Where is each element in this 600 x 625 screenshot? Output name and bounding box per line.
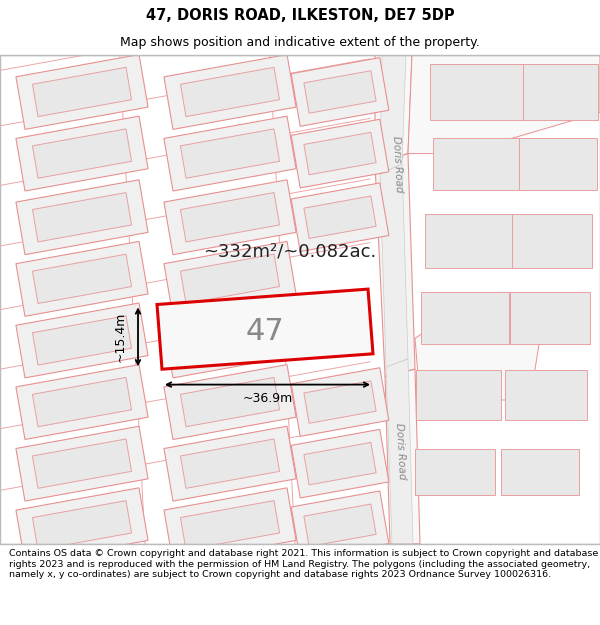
- Polygon shape: [375, 154, 415, 376]
- Polygon shape: [291, 368, 389, 436]
- Text: Contains OS data © Crown copyright and database right 2021. This information is : Contains OS data © Crown copyright and d…: [9, 549, 598, 579]
- Polygon shape: [380, 55, 406, 174]
- Polygon shape: [16, 180, 148, 254]
- Polygon shape: [32, 68, 131, 117]
- Text: ~15.4m: ~15.4m: [113, 312, 127, 362]
- Polygon shape: [425, 214, 515, 268]
- Polygon shape: [181, 439, 280, 488]
- Polygon shape: [380, 164, 408, 367]
- Polygon shape: [181, 68, 280, 117]
- Polygon shape: [408, 55, 600, 154]
- Polygon shape: [181, 316, 280, 365]
- Text: Map shows position and indicative extent of the property.: Map shows position and indicative extent…: [120, 36, 480, 49]
- Polygon shape: [181, 378, 280, 427]
- Polygon shape: [375, 55, 412, 164]
- Polygon shape: [291, 119, 389, 188]
- Polygon shape: [501, 449, 579, 495]
- Polygon shape: [291, 58, 389, 126]
- Polygon shape: [164, 303, 296, 378]
- Polygon shape: [157, 289, 373, 369]
- Polygon shape: [164, 116, 296, 191]
- Polygon shape: [164, 180, 296, 254]
- Polygon shape: [16, 426, 148, 501]
- Text: ~36.9m: ~36.9m: [242, 392, 293, 406]
- Polygon shape: [430, 64, 530, 120]
- Polygon shape: [32, 316, 131, 365]
- Polygon shape: [386, 359, 413, 544]
- Text: 47: 47: [245, 317, 284, 346]
- Polygon shape: [421, 292, 509, 344]
- Polygon shape: [304, 196, 376, 239]
- Polygon shape: [512, 214, 592, 268]
- Polygon shape: [510, 292, 590, 344]
- Polygon shape: [32, 439, 131, 488]
- Polygon shape: [32, 192, 131, 242]
- Polygon shape: [304, 504, 376, 546]
- Polygon shape: [523, 64, 598, 120]
- Polygon shape: [291, 429, 389, 498]
- Polygon shape: [304, 381, 376, 423]
- Polygon shape: [181, 192, 280, 242]
- Polygon shape: [181, 129, 280, 178]
- Polygon shape: [181, 501, 280, 550]
- Polygon shape: [164, 241, 296, 316]
- Polygon shape: [291, 183, 389, 251]
- Polygon shape: [32, 254, 131, 304]
- Polygon shape: [16, 488, 148, 562]
- Polygon shape: [32, 378, 131, 427]
- Polygon shape: [32, 501, 131, 550]
- Text: Doris Road: Doris Road: [394, 422, 406, 480]
- Polygon shape: [16, 241, 148, 316]
- Text: Doris Road: Doris Road: [391, 135, 403, 192]
- Text: ~332m²/~0.082ac.: ~332m²/~0.082ac.: [203, 242, 377, 260]
- Polygon shape: [385, 369, 420, 544]
- Polygon shape: [16, 116, 148, 191]
- Polygon shape: [16, 54, 148, 129]
- Polygon shape: [16, 364, 148, 439]
- Polygon shape: [304, 71, 376, 113]
- Polygon shape: [415, 308, 540, 400]
- Polygon shape: [164, 488, 296, 562]
- Polygon shape: [164, 364, 296, 439]
- Polygon shape: [505, 370, 587, 419]
- Polygon shape: [415, 449, 495, 495]
- Polygon shape: [304, 442, 376, 485]
- Polygon shape: [16, 303, 148, 378]
- Polygon shape: [32, 129, 131, 178]
- Text: 47, DORIS ROAD, ILKESTON, DE7 5DP: 47, DORIS ROAD, ILKESTON, DE7 5DP: [146, 8, 454, 23]
- Polygon shape: [415, 370, 500, 419]
- Polygon shape: [164, 54, 296, 129]
- Polygon shape: [181, 254, 280, 304]
- Polygon shape: [304, 132, 376, 175]
- Polygon shape: [164, 426, 296, 501]
- Polygon shape: [291, 491, 389, 559]
- Polygon shape: [519, 138, 597, 189]
- Polygon shape: [433, 138, 527, 189]
